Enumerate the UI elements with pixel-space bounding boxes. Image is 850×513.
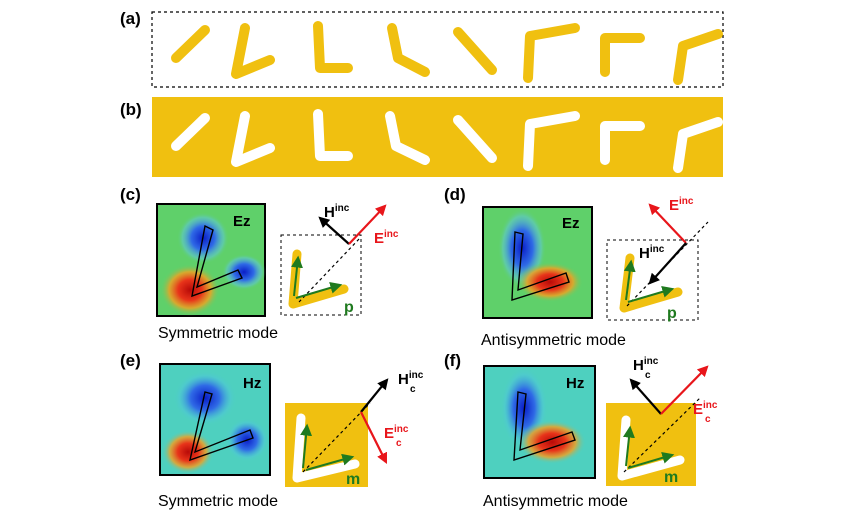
vector-label-e-2: Einc c <box>384 424 409 449</box>
field-label-e: Hz <box>243 375 261 392</box>
rod-outline <box>513 391 576 461</box>
panel-d: (d) Ez Einc Hinc p Antisymmetric mode <box>444 185 709 349</box>
field-map-c: Ez <box>156 203 266 317</box>
vector-diagram-e: Hinc c Einc c m <box>285 370 424 488</box>
vector-label-d-2: Hinc <box>639 244 665 262</box>
shape-a-5 <box>453 27 497 75</box>
red-lobe <box>518 420 586 464</box>
h-inc-arrow <box>318 216 350 245</box>
axis-c <box>298 237 361 303</box>
rod-d <box>619 253 683 313</box>
field-map-d: Ez <box>482 206 593 319</box>
e-inc-arrow <box>360 411 387 464</box>
panel-c: (c) Ez Hinc Einc p Symmetric mode <box>120 185 399 342</box>
blue-lobe <box>222 254 266 290</box>
moment-label-e: m <box>346 471 360 488</box>
field-map-f: Hz <box>483 365 596 479</box>
e-inc-arrow <box>660 365 709 415</box>
h-inc-arrow <box>629 378 662 415</box>
red-lobe <box>517 262 583 302</box>
vector-label-e-1: Hinc c <box>398 370 424 395</box>
shape-b-3 <box>313 109 353 161</box>
rod-e <box>292 413 360 483</box>
shape-b-4 <box>385 111 430 165</box>
axis-e <box>302 402 371 473</box>
vector-diagram-d: Einc Hinc p <box>606 196 709 322</box>
shape-a-3 <box>313 21 353 73</box>
rod-f <box>617 415 685 481</box>
h-inc-arrow <box>648 242 687 285</box>
vector-label-c-2: Einc <box>374 229 399 247</box>
caption-d: Antisymmetric mode <box>481 332 626 349</box>
panel-a: (a) <box>120 9 724 88</box>
field-label-c: Ez <box>233 213 251 230</box>
vector-label-d-1: Einc <box>669 196 694 214</box>
shape-b-8 <box>673 117 723 173</box>
shape-a-1 <box>171 25 210 63</box>
e-inc-arrow <box>648 203 687 244</box>
shape-b-5 <box>453 115 497 163</box>
panel-f-label: (f) <box>444 351 461 370</box>
caption-e: Symmetric mode <box>158 493 278 510</box>
panel-f: (f) Hz Hinc c Einc c m Antisymmetric mode <box>444 351 718 510</box>
shape-a-7 <box>600 33 645 77</box>
shape-a-4 <box>387 23 430 77</box>
rod-outline <box>511 231 570 301</box>
panel-b-shapes <box>171 109 723 173</box>
e-inc-arrow <box>348 204 387 245</box>
vector-diagram-f: Hinc c Einc c m <box>606 356 718 486</box>
shape-a-6 <box>523 23 580 83</box>
field-label-f: Hz <box>566 375 584 392</box>
panel-e: (e) Hz Hinc c Einc c m Symmetric mode <box>120 351 424 510</box>
moment-label-d: p <box>667 305 677 322</box>
rod-outline <box>189 391 254 462</box>
vector-label-f-1: Hinc c <box>633 356 659 381</box>
moment-label-f: m <box>664 469 678 486</box>
vector-label-f-2: Einc c <box>693 400 718 425</box>
red-lobe <box>160 264 220 316</box>
panel-a-label: (a) <box>120 9 141 28</box>
red-lobe <box>162 430 214 474</box>
panel-b: (b) <box>120 97 723 177</box>
shape-a-8 <box>673 29 723 85</box>
shape-b-2 <box>231 111 275 167</box>
shape-b-1 <box>171 113 210 151</box>
shape-b-7 <box>600 121 645 165</box>
field-map-e: Hz <box>159 363 271 476</box>
shape-b-6 <box>523 111 580 171</box>
panel-d-label: (d) <box>444 185 466 204</box>
caption-c: Symmetric mode <box>158 325 278 342</box>
panel-b-label: (b) <box>120 100 142 119</box>
h-inc-arrow <box>360 378 389 413</box>
panel-e-label: (e) <box>120 351 141 370</box>
panel-c-label: (c) <box>120 185 141 204</box>
vector-label-c-1: Hinc <box>324 203 350 221</box>
blue-lobe <box>173 370 237 426</box>
caption-f: Antisymmetric mode <box>483 493 628 510</box>
rod-outline <box>191 224 243 298</box>
panel-a-shapes <box>171 21 723 85</box>
vector-diagram-c: Hinc Einc p <box>280 203 399 316</box>
axis-d <box>626 221 709 307</box>
moment-label-c: p <box>344 299 354 316</box>
field-label-d: Ez <box>562 215 580 232</box>
panel-b-frame <box>152 97 723 177</box>
shape-a-2 <box>231 23 275 79</box>
